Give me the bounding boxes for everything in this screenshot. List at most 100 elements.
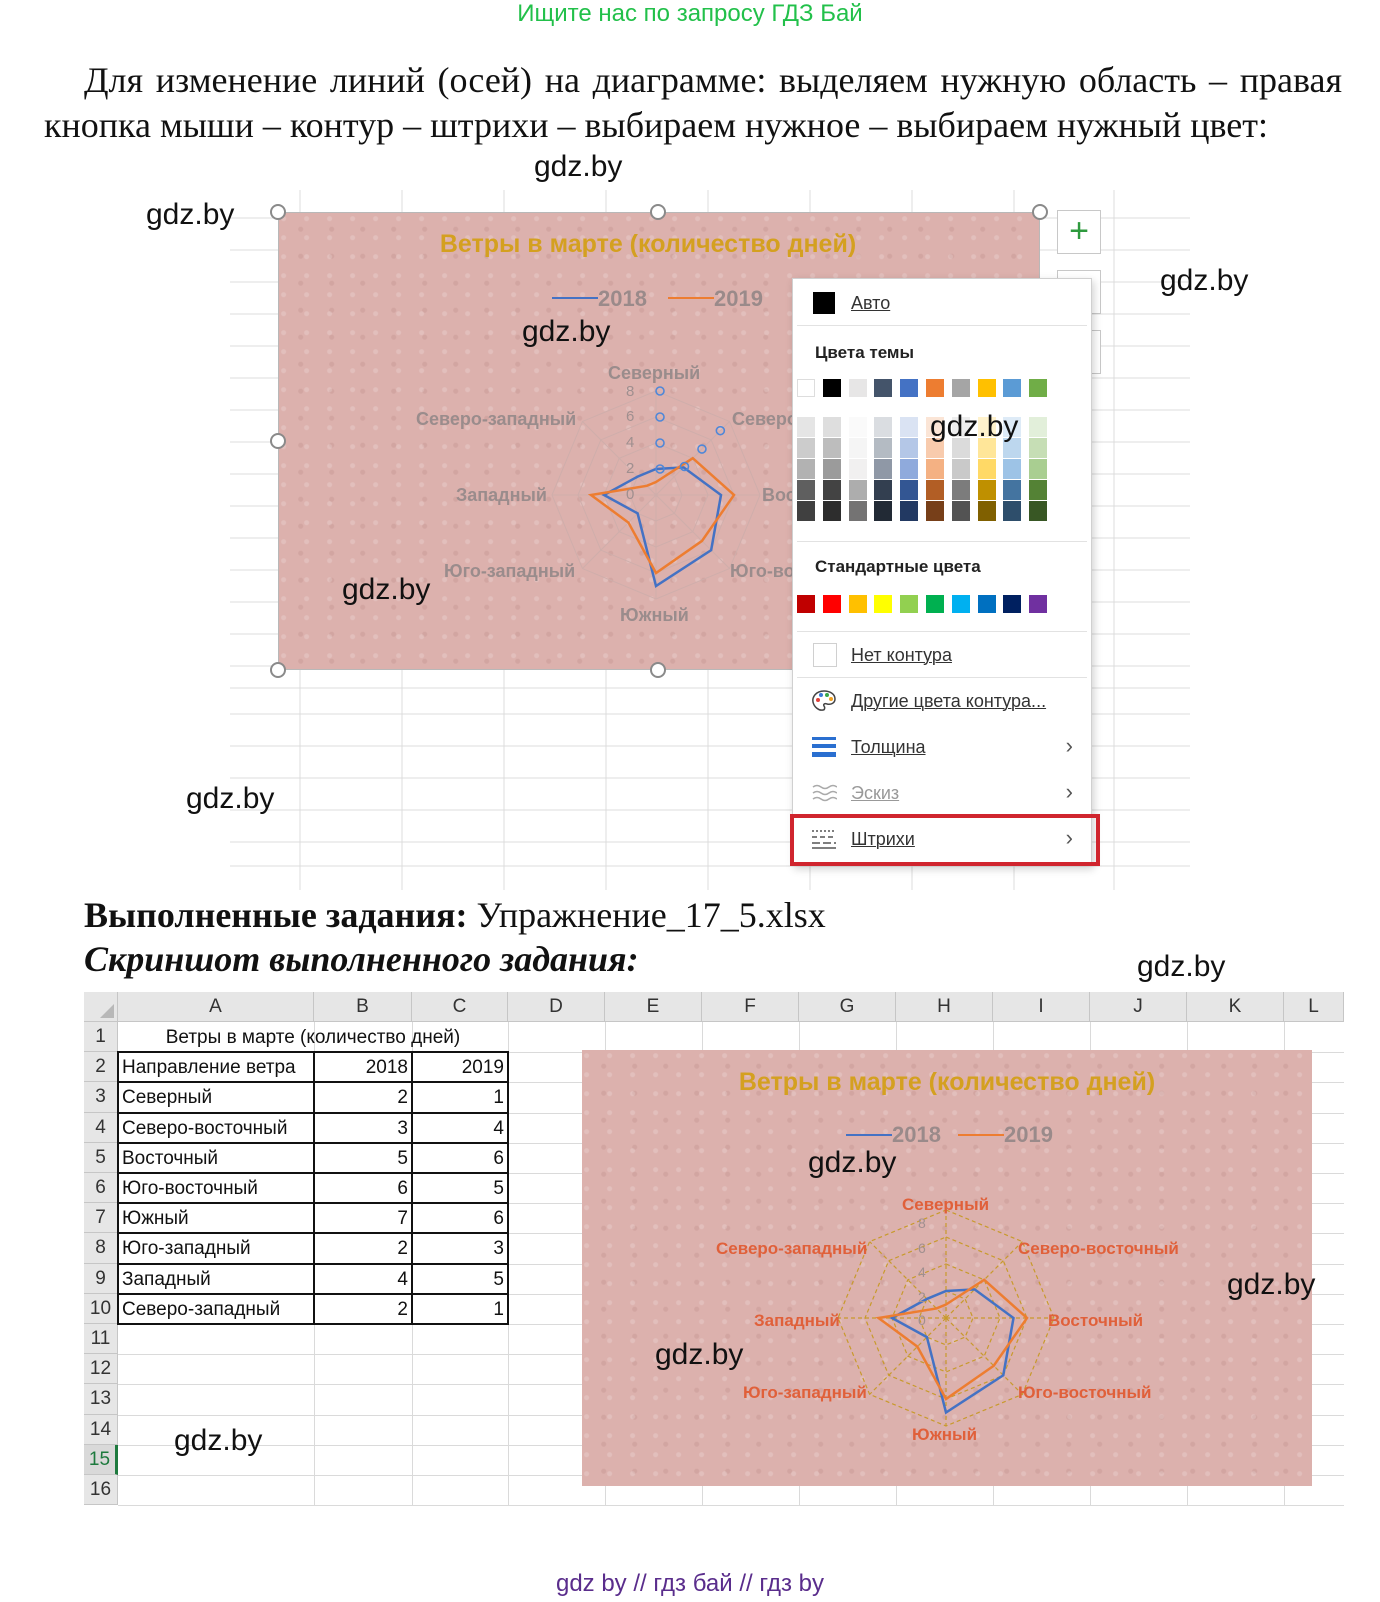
cell-direction[interactable]: Северный bbox=[122, 1087, 213, 1109]
theme-shade-swatch[interactable] bbox=[926, 480, 944, 500]
column-header-E[interactable]: E bbox=[605, 992, 702, 1022]
cell-direction[interactable]: Южный bbox=[122, 1208, 189, 1230]
column-header-L[interactable]: L bbox=[1284, 992, 1344, 1022]
row-header-1[interactable]: 1 bbox=[84, 1022, 118, 1053]
theme-shade-swatch[interactable] bbox=[1029, 438, 1048, 458]
theme-shade-swatch[interactable] bbox=[926, 459, 944, 479]
theme-shade-swatch[interactable] bbox=[874, 459, 893, 479]
axis-marker[interactable] bbox=[697, 444, 707, 454]
theme-shade-swatch[interactable] bbox=[977, 417, 996, 437]
row-header-11[interactable]: 11 bbox=[84, 1324, 118, 1355]
theme-shade-swatch[interactable] bbox=[874, 438, 893, 458]
cell-value-2018[interactable]: 2 bbox=[397, 1238, 408, 1260]
row-header-14[interactable]: 14 bbox=[84, 1414, 118, 1445]
menu-item-sketch[interactable]: Эскиз › bbox=[793, 773, 1091, 813]
cell-value-2019[interactable]: 5 bbox=[493, 1178, 504, 1199]
row-header-15[interactable]: 15 bbox=[84, 1444, 118, 1475]
theme-color-swatch[interactable] bbox=[900, 379, 919, 397]
theme-shade-swatch[interactable] bbox=[951, 480, 970, 500]
theme-shade-swatch[interactable] bbox=[1029, 501, 1048, 521]
cell-value-2018[interactable]: 4 bbox=[397, 1268, 408, 1290]
cell-direction[interactable]: Восточный bbox=[122, 1147, 219, 1169]
theme-shade-swatch[interactable] bbox=[900, 438, 919, 458]
theme-color-swatch[interactable] bbox=[797, 379, 815, 397]
theme-shade-swatch[interactable] bbox=[822, 459, 841, 479]
row-header-10[interactable]: 10 bbox=[84, 1293, 118, 1324]
theme-shade-swatch[interactable] bbox=[1029, 480, 1048, 500]
standard-color-swatch[interactable] bbox=[822, 595, 841, 613]
theme-shade-swatch[interactable] bbox=[951, 438, 970, 458]
standard-color-swatch[interactable] bbox=[951, 595, 970, 613]
theme-shade-swatch[interactable] bbox=[926, 501, 944, 521]
theme-shade-swatch[interactable] bbox=[926, 438, 944, 458]
cell-value-2018[interactable]: 2 bbox=[397, 1298, 408, 1320]
theme-shade-swatch[interactable] bbox=[848, 459, 867, 479]
theme-shade-swatch[interactable] bbox=[900, 480, 919, 500]
resize-handle[interactable] bbox=[650, 662, 666, 678]
theme-shade-swatch[interactable] bbox=[848, 417, 867, 437]
cell-value-2019[interactable]: 1 bbox=[493, 1087, 504, 1109]
theme-shade-swatch[interactable] bbox=[848, 438, 867, 458]
menu-item-dashes[interactable]: Штрихи › bbox=[793, 819, 1091, 859]
standard-color-swatch[interactable] bbox=[900, 595, 919, 613]
theme-shade-swatch[interactable] bbox=[797, 480, 815, 500]
resize-handle[interactable] bbox=[270, 204, 286, 220]
theme-shade-swatch[interactable] bbox=[797, 438, 815, 458]
row-header-13[interactable]: 13 bbox=[84, 1384, 118, 1415]
standard-color-swatch[interactable] bbox=[1029, 595, 1048, 613]
series-line-2018[interactable] bbox=[601, 466, 723, 588]
row-header-12[interactable]: 12 bbox=[84, 1354, 118, 1385]
theme-color-swatch[interactable] bbox=[848, 379, 867, 397]
theme-shade-swatch[interactable] bbox=[977, 438, 996, 458]
row-header-9[interactable]: 9 bbox=[84, 1263, 118, 1294]
resize-handle[interactable] bbox=[1032, 204, 1048, 220]
cell-value-2019[interactable]: 6 bbox=[493, 1208, 504, 1230]
standard-color-swatch[interactable] bbox=[797, 595, 815, 613]
theme-shade-swatch[interactable] bbox=[848, 501, 867, 521]
theme-shade-swatch[interactable] bbox=[900, 459, 919, 479]
theme-shade-swatch[interactable] bbox=[874, 480, 893, 500]
row-header-3[interactable]: 3 bbox=[84, 1082, 118, 1113]
standard-color-swatch[interactable] bbox=[848, 595, 867, 613]
axis-marker[interactable] bbox=[655, 438, 665, 448]
theme-shade-swatch[interactable] bbox=[977, 459, 996, 479]
standard-color-swatch[interactable] bbox=[977, 595, 996, 613]
chart-title-final[interactable]: Ветры в марте (количество дней) bbox=[738, 1068, 1156, 1096]
row-header-8[interactable]: 8 bbox=[84, 1233, 118, 1264]
row-header-6[interactable]: 6 bbox=[84, 1173, 118, 1204]
chart-elements-button[interactable]: + bbox=[1057, 210, 1101, 254]
column-header-B[interactable]: B bbox=[314, 992, 412, 1022]
theme-shade-swatch[interactable] bbox=[874, 501, 893, 521]
cell-value-2019[interactable]: 3 bbox=[493, 1238, 504, 1260]
cell-header[interactable]: Направление ветра bbox=[122, 1057, 296, 1079]
column-header-C[interactable]: C bbox=[412, 992, 508, 1022]
menu-item-more-colors[interactable]: Другие цвета контура... bbox=[793, 681, 1091, 721]
select-all-corner[interactable] bbox=[84, 992, 118, 1022]
theme-color-swatch[interactable] bbox=[874, 379, 893, 397]
menu-item-auto[interactable]: Авто bbox=[793, 283, 1091, 323]
theme-shade-swatch[interactable] bbox=[797, 417, 815, 437]
cell-value-2019[interactable]: 4 bbox=[493, 1117, 504, 1139]
theme-color-swatch[interactable] bbox=[822, 379, 841, 397]
standard-color-swatch[interactable] bbox=[1003, 595, 1022, 613]
axis-marker[interactable] bbox=[655, 412, 665, 422]
theme-shade-swatch[interactable] bbox=[926, 417, 944, 437]
cell-value-2018[interactable]: 6 bbox=[397, 1178, 408, 1199]
series-line-2019[interactable] bbox=[875, 1278, 1029, 1401]
row-header-16[interactable]: 16 bbox=[84, 1475, 118, 1506]
cell-value-2018[interactable]: 2 bbox=[397, 1087, 408, 1109]
row-header-4[interactable]: 4 bbox=[84, 1112, 118, 1143]
theme-shade-swatch[interactable] bbox=[874, 417, 893, 437]
menu-item-weight[interactable]: Толщина › bbox=[793, 727, 1091, 767]
column-header-D[interactable]: D bbox=[508, 992, 605, 1022]
cell-value-2019[interactable]: 6 bbox=[493, 1147, 504, 1169]
axis-marker[interactable] bbox=[655, 464, 665, 474]
axis-marker[interactable] bbox=[655, 386, 665, 396]
series-line-2018[interactable] bbox=[889, 1288, 1015, 1415]
cell-value-2018[interactable]: 5 bbox=[397, 1147, 408, 1169]
cell-direction[interactable]: Западный bbox=[122, 1268, 211, 1290]
theme-shade-swatch[interactable] bbox=[1003, 459, 1022, 479]
theme-color-swatch[interactable] bbox=[1003, 379, 1022, 397]
series-line-2019[interactable] bbox=[587, 456, 736, 575]
theme-shade-swatch[interactable] bbox=[822, 480, 841, 500]
